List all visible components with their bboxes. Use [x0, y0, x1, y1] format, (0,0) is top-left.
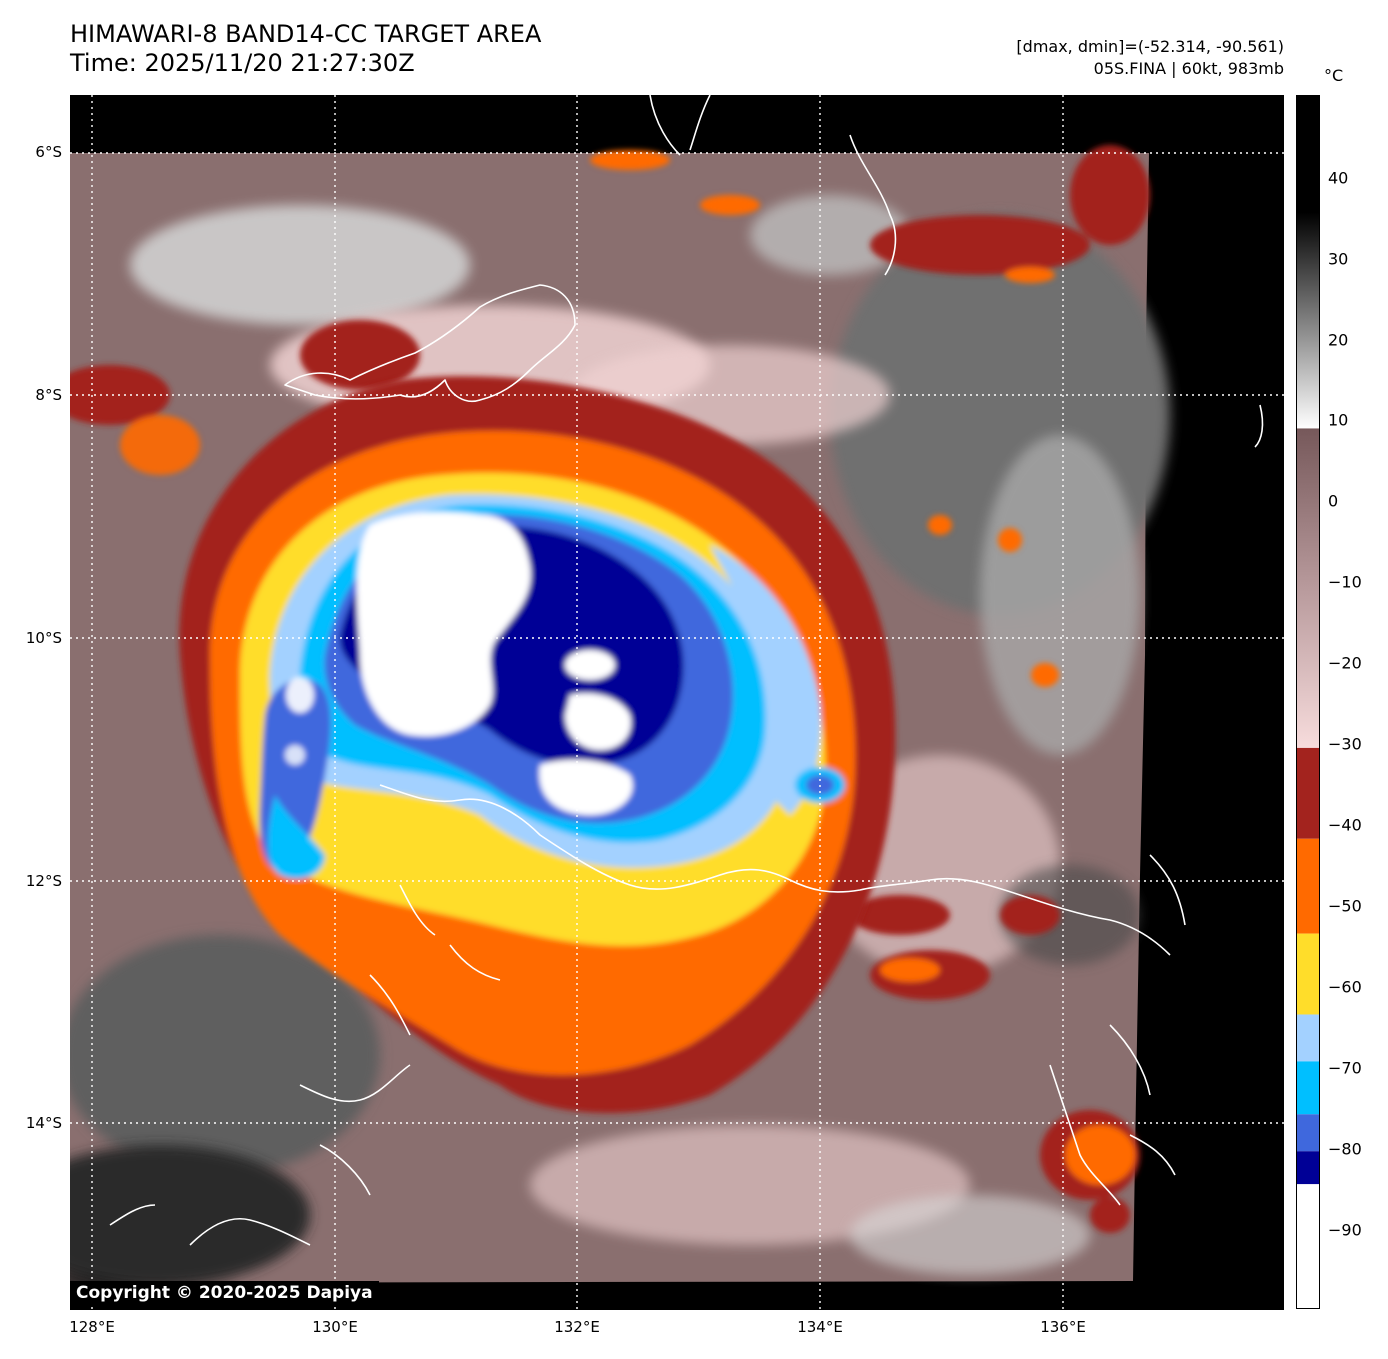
temperature-range-text: [dmax, dmin]=(-52.314, -90.561)	[1016, 37, 1284, 56]
colorbar-tick: −70	[1328, 1058, 1362, 1078]
lon-label-132e: 132°E	[554, 1318, 600, 1336]
colorbar-tick: 20	[1328, 330, 1349, 350]
tropical-cyclone-fina	[179, 376, 896, 1114]
colorbar-tick: 30	[1328, 249, 1349, 269]
lon-label-128e: 128°E	[69, 1318, 115, 1336]
colorbar-tick: −30	[1328, 734, 1362, 754]
lon-label-130e: 130°E	[312, 1318, 358, 1336]
colorbar-tick: −60	[1328, 977, 1362, 997]
temperature-colorbar	[1296, 95, 1320, 1309]
colorbar-tick: 40	[1328, 168, 1349, 188]
lat-label-8s: 8°S	[35, 386, 62, 404]
lat-label-14s: 14°S	[25, 1114, 62, 1132]
colorbar-tick: 10	[1328, 410, 1349, 430]
lat-label-12s: 12°S	[25, 872, 62, 890]
lon-label-134e: 134°E	[797, 1318, 843, 1336]
colorbar-tick: −80	[1328, 1139, 1362, 1159]
colorbar-tick: −50	[1328, 896, 1362, 916]
colorbar-tick: −40	[1328, 815, 1362, 835]
lon-label-136e: 136°E	[1040, 1318, 1086, 1336]
title-line-time: Time: 2025/11/20 21:27:30Z	[70, 49, 415, 77]
title-line-product: HIMAWARI-8 BAND14-CC TARGET AREA	[70, 20, 542, 48]
storm-info: [dmax, dmin]=(-52.314, -90.561) 05S.FINA…	[1016, 36, 1284, 80]
satellite-map	[70, 95, 1284, 1310]
map-title: HIMAWARI-8 BAND14-CC TARGET AREA Time: 2…	[70, 20, 541, 78]
coastlines	[109, 95, 1264, 1246]
colorbar-tick: 0	[1328, 491, 1339, 511]
storm-name-text: 05S.FINA | 60kt, 983mb	[1093, 59, 1284, 78]
lat-lon-grid	[70, 95, 1284, 1310]
lat-label-10s: 10°S	[25, 629, 62, 647]
colorbar-unit: °C	[1324, 66, 1344, 85]
lat-label-6s: 6°S	[35, 143, 62, 161]
satellite-image	[70, 95, 1284, 1310]
colorbar-tick: −90	[1328, 1220, 1362, 1240]
copyright-notice: Copyright © 2020-2025 Dapiya	[70, 1281, 379, 1306]
colorbar-tick: −20	[1328, 653, 1362, 673]
colorbar-tick: −10	[1328, 572, 1362, 592]
